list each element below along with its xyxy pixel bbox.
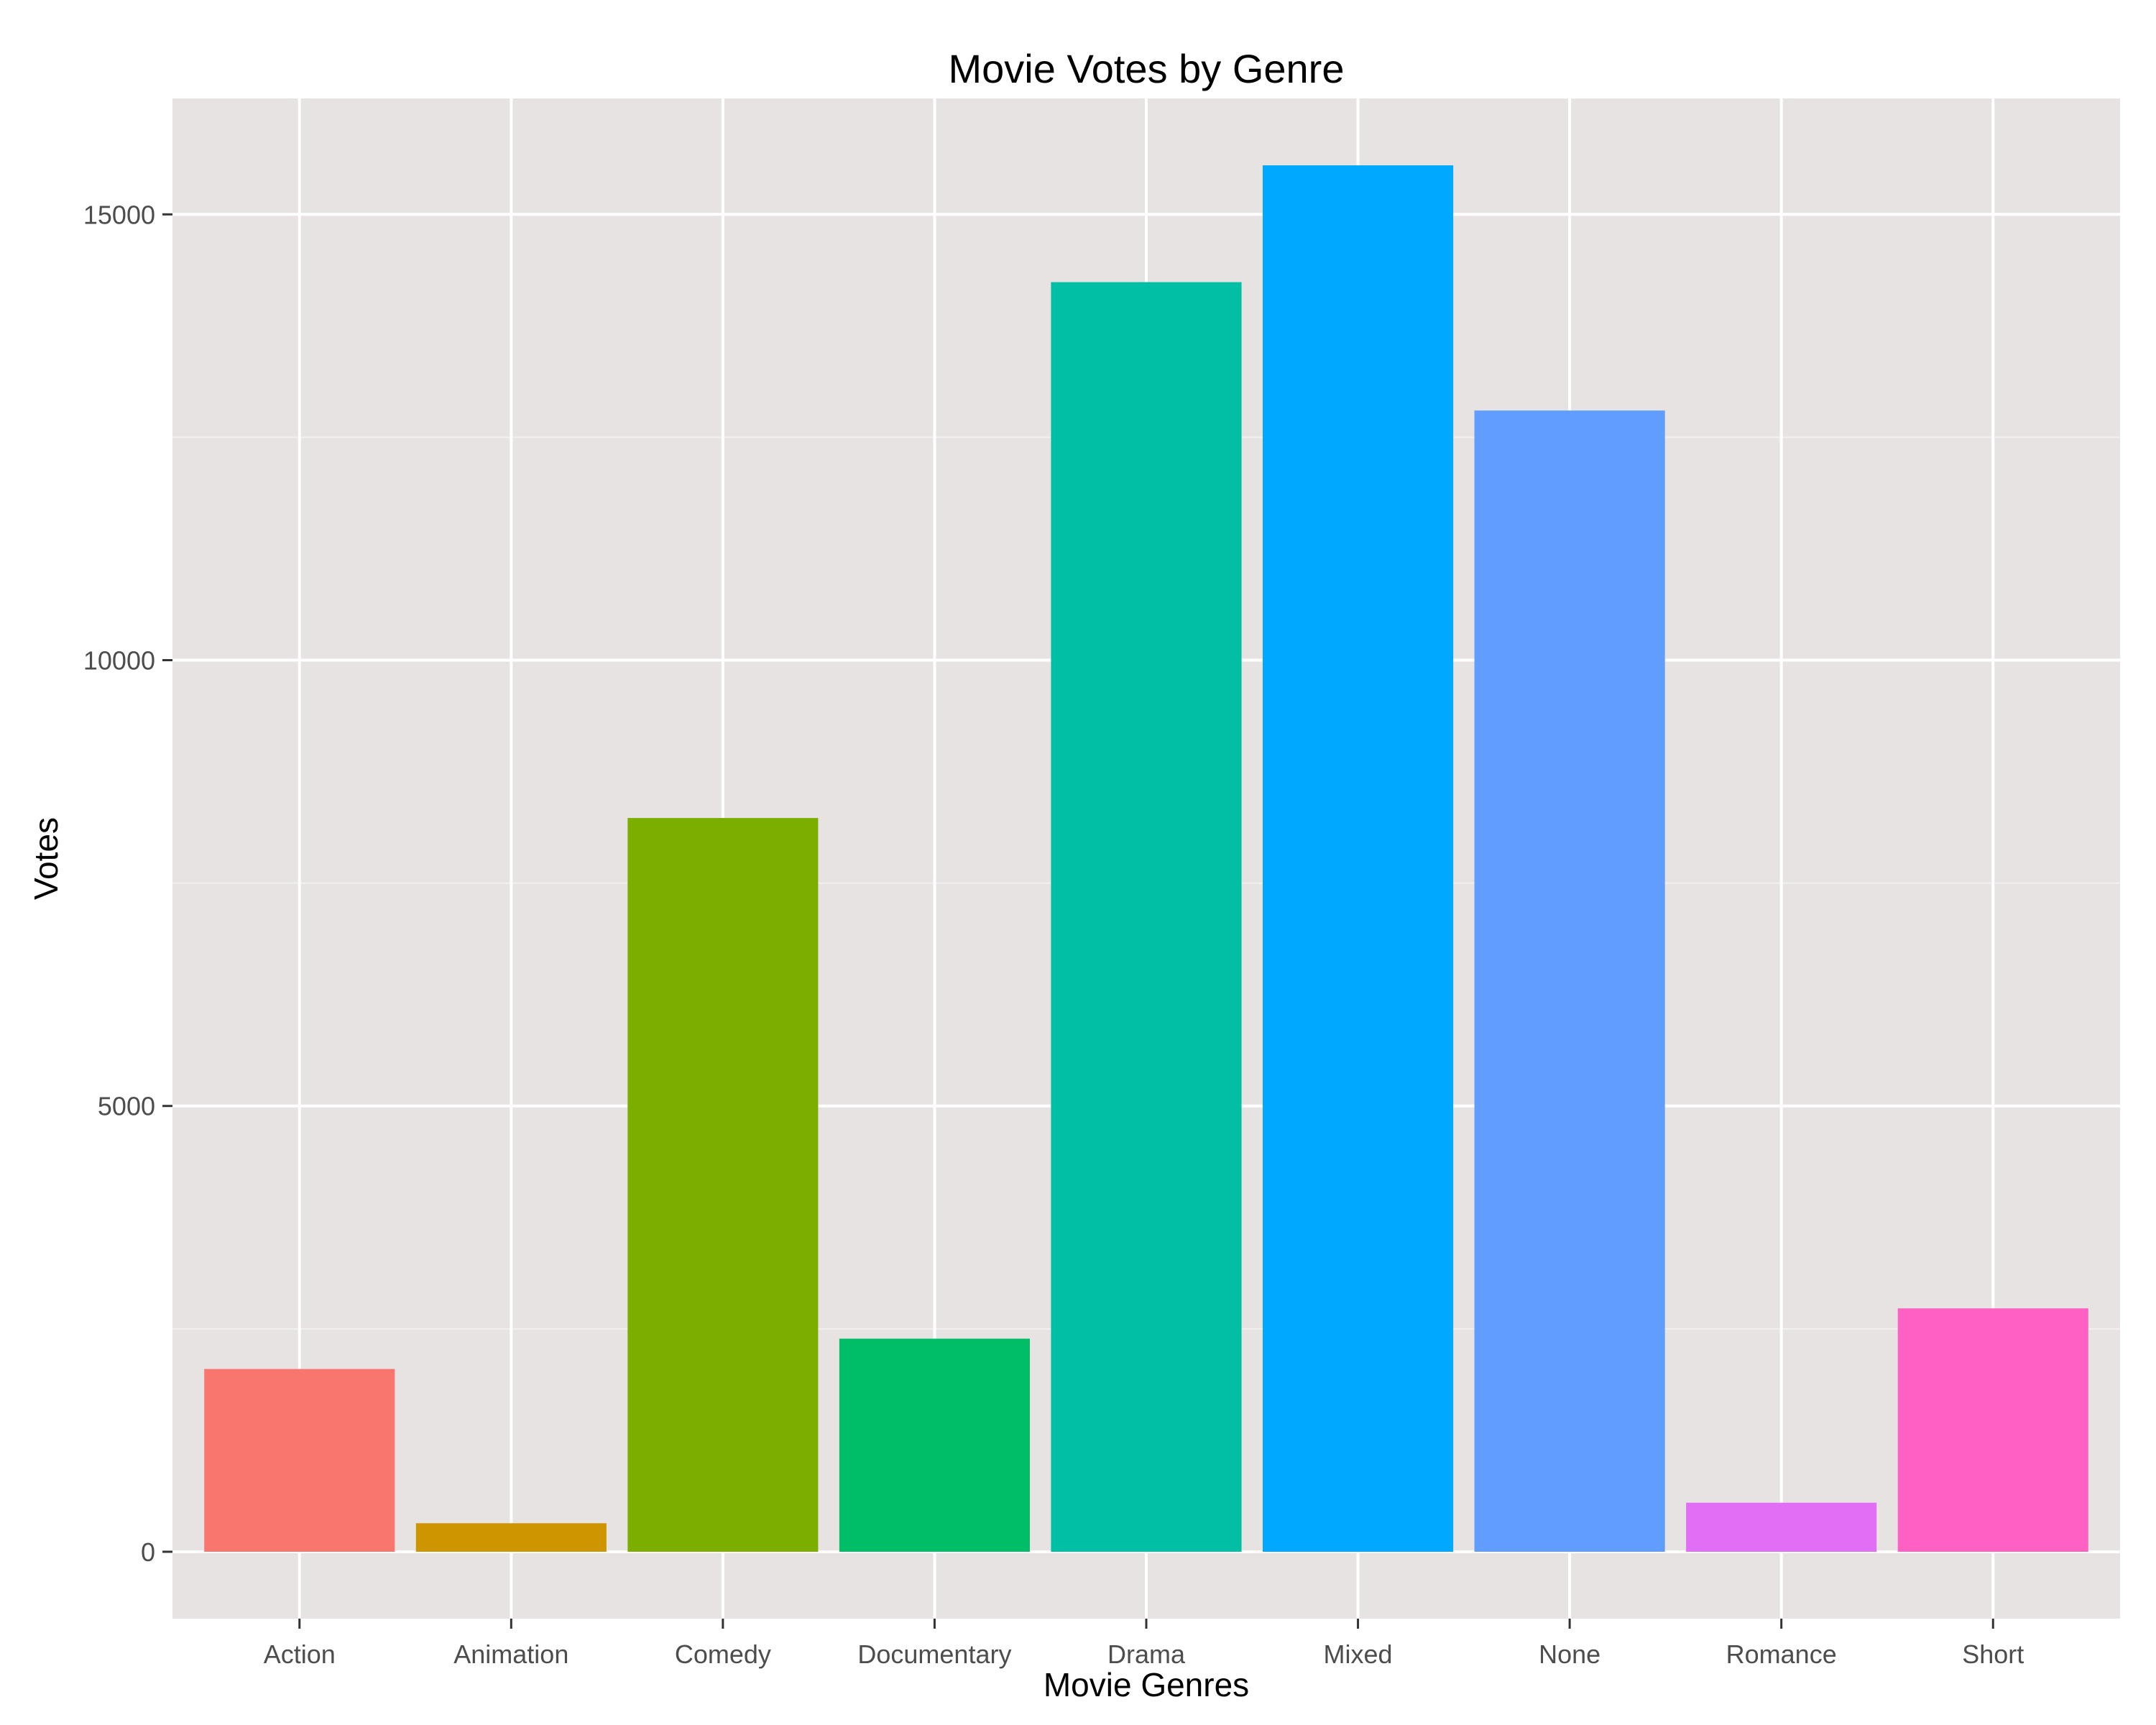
x-tick-label: Romance [1726, 1639, 1837, 1669]
x-tick-label: Drama [1107, 1639, 1186, 1669]
x-tick-label: Mixed [1324, 1639, 1393, 1669]
x-tick-label: None [1539, 1639, 1600, 1669]
bar-documentary [839, 1338, 1030, 1552]
chart-title: Movie Votes by Genre [949, 46, 1345, 91]
y-tick-label: 5000 [98, 1092, 155, 1121]
bar-animation [415, 1523, 607, 1552]
y-axis-title: Votes [27, 817, 65, 900]
bar-none [1474, 410, 1665, 1552]
x-tick-label: Comedy [675, 1639, 771, 1669]
bar-mixed [1263, 165, 1454, 1552]
y-tick-label: 0 [141, 1537, 155, 1567]
x-axis: Action Animation Comedy Documentary Drama Mix… [264, 1619, 2024, 1669]
bar-action [204, 1368, 395, 1552]
bar-drama [1051, 282, 1242, 1552]
bar-short [1897, 1308, 2088, 1552]
x-tick-label: Documentary [857, 1639, 1011, 1669]
x-tick-label: Animation [453, 1639, 568, 1669]
x-axis-title: Movie Genres [1044, 1666, 1249, 1703]
x-tick-label: Action [264, 1639, 336, 1669]
x-tick-label: Short [1962, 1639, 2024, 1669]
y-tick-label: 15000 [83, 200, 155, 229]
bar-romance [1686, 1502, 1877, 1552]
y-tick-label: 10000 [83, 645, 155, 675]
bar-comedy [627, 818, 819, 1552]
y-axis: 0 5000 10000 15000 [83, 200, 172, 1567]
bars [204, 165, 2088, 1552]
